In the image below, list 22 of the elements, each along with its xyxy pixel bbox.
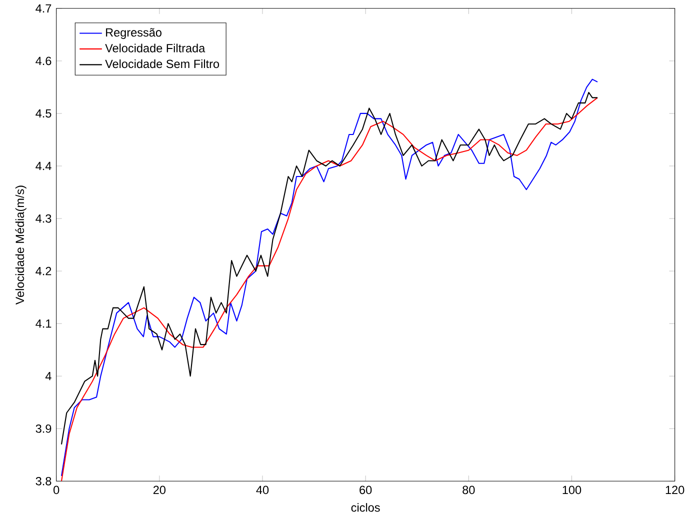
- x-tick-label: 80: [462, 486, 475, 494]
- y-tick-label: 4.6: [36, 56, 52, 66]
- x-tick-label: 120: [666, 486, 684, 494]
- legend-label: Velocidade Filtrada: [105, 44, 206, 52]
- y-tick-label: 4.5: [36, 109, 52, 118]
- y-tick-label: 4.7: [36, 4, 52, 12]
- y-tick-label: 4.1: [36, 319, 52, 328]
- y-axis-title: Velocidade Média(m/s): [15, 186, 26, 305]
- x-tick-label: 0: [54, 486, 60, 494]
- y-tick-label: 4.4: [36, 162, 52, 170]
- y-tick-label: 3.9: [36, 424, 52, 433]
- y-tick-label: 4.2: [36, 266, 52, 276]
- y-tick-label: 3.8: [36, 476, 52, 486]
- x-tick-label: 20: [153, 486, 166, 494]
- x-tick-label: 40: [256, 486, 269, 494]
- legend-label: Regressão: [106, 28, 162, 39]
- x-axis-title: ciclos: [351, 503, 380, 512]
- x-tick-label: 60: [360, 486, 372, 494]
- y-tick-label: 4.3: [36, 214, 52, 223]
- x-tick-label: 100: [562, 486, 582, 494]
- y-tick-label: 4: [45, 372, 52, 380]
- legend-label: Velocidade Sem Filtro: [105, 59, 220, 68]
